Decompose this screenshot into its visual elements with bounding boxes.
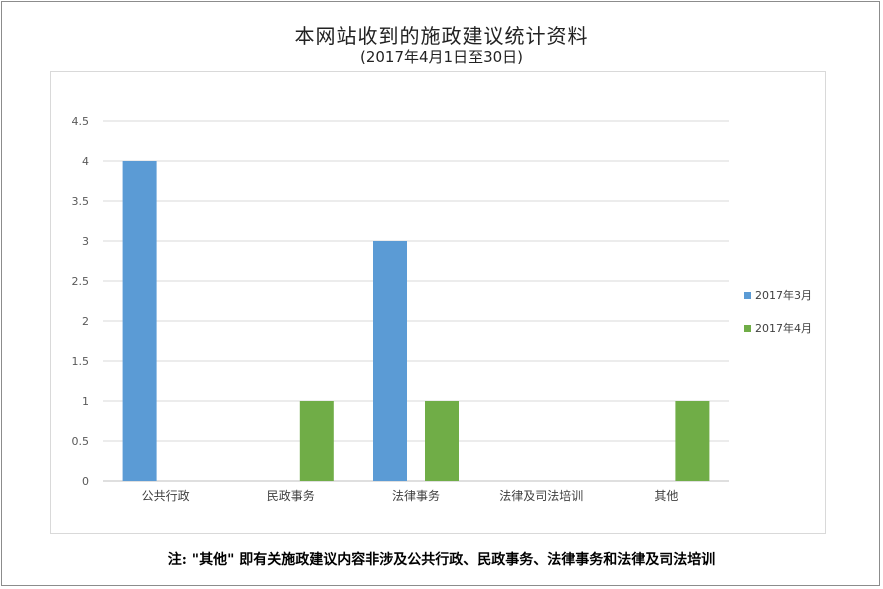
x-tick-label: 民政事务	[267, 488, 315, 503]
chart-subtitle: (2017年4月1日至30日)	[359, 48, 524, 66]
y-tick-label: 1	[82, 395, 89, 408]
legend: 2017年3月 2017年4月	[744, 288, 812, 335]
legend-swatch	[744, 292, 751, 299]
y-tick-label: 3.5	[72, 195, 90, 208]
y-tick-label: 2	[82, 315, 89, 328]
x-axis-ticks: 公共行政 民政事务 法律事务 法律及司法培训 其他	[142, 488, 679, 503]
y-tick-label: 3	[82, 235, 89, 248]
y-tick-label: 0.5	[72, 435, 90, 448]
bar-series2	[675, 401, 710, 481]
legend-label: 2017年3月	[755, 288, 812, 302]
bar-series1	[373, 241, 407, 481]
bars	[122, 161, 710, 481]
bar-series2	[425, 401, 459, 481]
chart-title: 本网站收到的施政建议统计资料	[294, 24, 589, 48]
y-tick-label: 4	[82, 155, 89, 168]
bar-series2	[299, 401, 334, 481]
y-tick-label: 2.5	[72, 275, 90, 288]
legend-swatch	[744, 325, 751, 332]
bar-series1	[122, 161, 157, 481]
gridlines	[103, 120, 729, 482]
y-axis-ticks: 0 0.5 1 1.5 2 2.5 3 3.5 4 4.5	[72, 115, 90, 488]
legend-label: 2017年4月	[755, 321, 812, 335]
y-tick-label: 1.5	[72, 355, 90, 368]
footnote: 注: "其他" 即有关施政建议内容非涉及公共行政、民政事务、法律事务和法律及司法…	[167, 552, 716, 568]
x-tick-label: 其他	[654, 489, 678, 503]
x-tick-label: 法律及司法培训	[499, 488, 583, 503]
x-tick-label: 公共行政	[142, 489, 190, 503]
plot-area-border	[50, 71, 826, 534]
y-tick-label: 4.5	[72, 115, 90, 128]
x-tick-label: 法律事务	[392, 488, 440, 503]
y-tick-label: 0	[82, 475, 89, 488]
